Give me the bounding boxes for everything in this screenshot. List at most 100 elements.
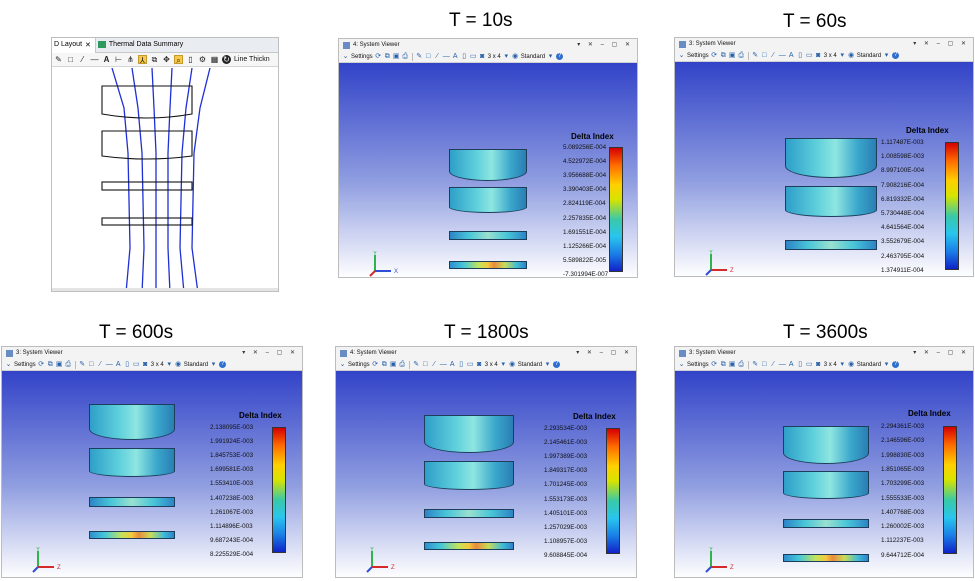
monitor-icon[interactable]: ▭	[466, 361, 474, 368]
rectangle-icon[interactable]: □	[426, 53, 431, 60]
layout-dropdown[interactable]: 3 x 4	[823, 361, 837, 368]
viewer-canvas[interactable]: Delta Index Y Z 1.117487E-003 1.008598E-0…	[675, 62, 973, 276]
text-icon[interactable]: A	[449, 361, 455, 368]
line-icon[interactable]: ⁄	[772, 52, 774, 59]
zoom-icon[interactable]: ⌕	[174, 55, 183, 65]
save-icon[interactable]: ▣	[389, 361, 397, 368]
pencil-icon[interactable]: ✎	[752, 361, 759, 368]
viewer-canvas[interactable]: Delta Index Y Z 2.294361E-003 2.146596E-0…	[675, 371, 973, 577]
view-dropdown[interactable]: Standard	[856, 361, 882, 368]
pencil-icon[interactable]: ✎	[752, 52, 759, 59]
layout-icon[interactable]: ▦	[210, 55, 219, 64]
dash-icon[interactable]: —	[90, 55, 99, 64]
window-controls[interactable]: ▾ ✕ – ▢ ✕	[913, 350, 969, 356]
text-icon[interactable]: A	[788, 361, 794, 368]
pencil-icon[interactable]: ✎	[413, 361, 420, 368]
monitor-icon[interactable]: ▭	[132, 361, 140, 368]
line-icon[interactable]: ⁄	[772, 361, 774, 368]
automatic-update-icon[interactable]: ◉	[175, 361, 182, 368]
copy-icon[interactable]: ⧉	[381, 361, 387, 368]
dash-icon[interactable]: —	[778, 361, 786, 368]
settings-button[interactable]: Settings	[687, 52, 709, 59]
camera-icon[interactable]: ◙	[816, 361, 821, 368]
horizontal-scrollbar[interactable]	[52, 288, 278, 291]
refresh-icon[interactable]: ⟳	[375, 53, 382, 60]
monitor-icon[interactable]: ▭	[469, 53, 477, 60]
chevron-down-icon[interactable]: ▾	[504, 53, 508, 60]
refresh-icon[interactable]: ⟳	[372, 361, 379, 368]
settings-button[interactable]: Settings	[351, 53, 373, 60]
rectangle-icon[interactable]: □	[68, 55, 73, 64]
view-dropdown[interactable]: Standard	[520, 53, 546, 60]
monitor-icon[interactable]: ▭	[805, 52, 813, 59]
dash-icon[interactable]: —	[778, 52, 786, 59]
rectangle-icon[interactable]: □	[762, 361, 767, 368]
refresh-icon[interactable]: ⟳	[711, 52, 718, 59]
text-icon[interactable]: A	[103, 55, 110, 64]
chevron-down-icon[interactable]: ▾	[548, 53, 553, 60]
line-icon[interactable]: ⁄	[436, 53, 438, 60]
text-icon[interactable]: A	[452, 53, 458, 60]
copy-icon[interactable]: ⧉	[47, 361, 53, 368]
refresh-icon[interactable]: ⟳	[38, 361, 45, 368]
automatic-update-icon[interactable]: ◉	[512, 53, 519, 60]
layout-dropdown[interactable]: 3 x 4	[150, 361, 164, 368]
refresh-icon[interactable]: ↻	[222, 55, 231, 64]
pencil-icon[interactable]: ✎	[79, 361, 86, 368]
close-icon[interactable]: ✕	[85, 42, 91, 49]
print-icon[interactable]: ⎙	[738, 361, 744, 368]
tab-3d-layout[interactable]: D Layout ✕	[52, 38, 96, 53]
chevron-down-icon[interactable]: ▾	[501, 361, 505, 368]
rectangle-icon[interactable]: □	[423, 361, 428, 368]
move-icon[interactable]: ✥	[163, 55, 170, 64]
settings-button[interactable]: Settings	[14, 361, 36, 368]
line-icon[interactable]: ⁄	[81, 55, 84, 64]
layout-dropdown[interactable]: 3 x 4	[484, 361, 498, 368]
viewer-canvas[interactable]: Delta Index Y Z 2.293534E-003 2.145461E-0…	[336, 371, 636, 577]
lock-icon[interactable]: ▯	[798, 52, 803, 59]
settings-chevron-icon[interactable]: ⌄	[339, 361, 346, 368]
monitor-icon[interactable]: ▭	[805, 361, 813, 368]
dimension-icon[interactable]: ⊢	[115, 55, 122, 64]
help-icon[interactable]: ?	[219, 361, 227, 368]
lock-icon[interactable]: ▯	[459, 361, 464, 368]
automatic-update-icon[interactable]: ◉	[848, 52, 855, 59]
chevron-down-icon[interactable]: ▾	[884, 52, 889, 59]
chevron-down-icon[interactable]: ▾	[167, 361, 171, 368]
settings-chevron-icon[interactable]: ⌄	[5, 361, 12, 368]
automatic-update-icon[interactable]: ◉	[848, 361, 855, 368]
settings-chevron-icon[interactable]: ⌄	[678, 361, 685, 368]
help-icon[interactable]: ?	[556, 53, 564, 60]
ray-icon[interactable]: ⋔	[127, 55, 134, 64]
window-controls[interactable]: ▾ ✕ – ▢ ✕	[577, 42, 633, 48]
view-dropdown[interactable]: Standard	[183, 361, 209, 368]
print-icon[interactable]: ⎙	[738, 52, 744, 59]
rectangle-icon[interactable]: □	[762, 52, 767, 59]
lock-icon[interactable]: ▯	[188, 55, 193, 64]
line-thickness-label[interactable]: Line Thickn	[234, 56, 270, 63]
settings-chevron-icon[interactable]: ⌄	[678, 52, 685, 59]
window-controls[interactable]: ▾ ✕ – ▢ ✕	[242, 350, 298, 356]
lock-icon[interactable]: ▯	[798, 361, 803, 368]
chevron-down-icon[interactable]: ▾	[545, 361, 550, 368]
line-icon[interactable]: ⁄	[433, 361, 435, 368]
layout-dropdown[interactable]: 3 x 4	[823, 52, 837, 59]
camera-icon[interactable]: ◙	[816, 52, 821, 59]
save-icon[interactable]: ▣	[728, 361, 736, 368]
tab-thermal-data-summary[interactable]: Thermal Data Summary	[96, 38, 187, 53]
chevron-down-icon[interactable]: ▾	[840, 52, 844, 59]
refresh-icon[interactable]: ⟳	[711, 361, 718, 368]
text-icon[interactable]: A	[788, 52, 794, 59]
help-icon[interactable]: ?	[892, 361, 900, 368]
chevron-down-icon[interactable]: ▾	[884, 361, 889, 368]
line-icon[interactable]: ⁄	[99, 361, 101, 368]
rectangle-icon[interactable]: □	[89, 361, 94, 368]
save-icon[interactable]: ▣	[392, 53, 400, 60]
save-icon[interactable]: ▣	[728, 52, 736, 59]
camera-icon[interactable]: ◙	[480, 53, 485, 60]
settings-icon[interactable]: ⚙	[198, 55, 207, 64]
camera-icon[interactable]: ◙	[477, 361, 482, 368]
pencil-icon[interactable]: ✎	[416, 53, 423, 60]
lock-icon[interactable]: ▯	[462, 53, 467, 60]
view-dropdown[interactable]: Standard	[856, 52, 882, 59]
